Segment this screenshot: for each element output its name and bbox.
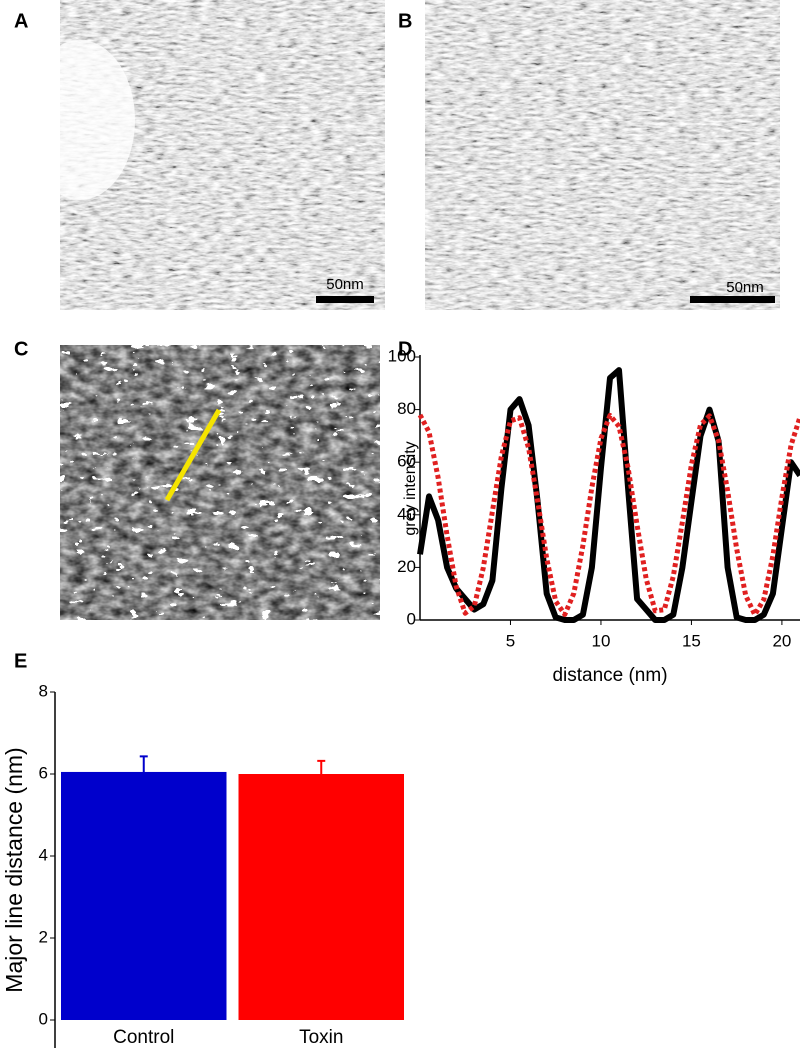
y-tick-label: 0 bbox=[39, 1009, 48, 1028]
y-tick-label: 8 bbox=[39, 681, 48, 700]
scale-bar bbox=[316, 296, 374, 303]
y-tick-label: 4 bbox=[39, 845, 48, 864]
panel-label: E bbox=[14, 650, 27, 672]
x-axis-label: distance (nm) bbox=[552, 665, 667, 686]
y-axis-label: Major line distance (nm) bbox=[1, 747, 27, 992]
panel-label: A bbox=[14, 10, 28, 32]
y-tick-label: 20 bbox=[397, 557, 416, 576]
x-tick-label: 20 bbox=[772, 631, 791, 650]
bar bbox=[61, 771, 227, 1020]
error-bar bbox=[139, 755, 148, 772]
y-axis-label: grey intensity bbox=[402, 441, 419, 535]
micrograph-void bbox=[25, 40, 135, 200]
y-tick-label: 2 bbox=[39, 927, 48, 946]
x-tick-label: Toxin bbox=[299, 1027, 343, 1048]
x-tick-label: Control bbox=[113, 1027, 174, 1048]
scale-bar-label: 50nm bbox=[326, 276, 364, 293]
y-tick-label: 60 bbox=[397, 452, 416, 471]
x-tick-label: 10 bbox=[591, 631, 610, 650]
thresholded-image bbox=[60, 345, 380, 620]
scale-bar-label: 50nm bbox=[726, 279, 764, 296]
error-bar bbox=[317, 759, 326, 774]
y-tick-label: 100 bbox=[388, 346, 416, 365]
series-line bbox=[417, 412, 800, 618]
y-tick-label: 40 bbox=[397, 504, 416, 523]
panel-label: C bbox=[14, 338, 28, 360]
y-tick-label: 6 bbox=[39, 763, 48, 782]
x-tick-label: 5 bbox=[506, 631, 515, 650]
bar bbox=[238, 774, 404, 1020]
panel-label: D bbox=[398, 338, 412, 360]
panel-label: B bbox=[398, 10, 412, 32]
y-tick-label: 0 bbox=[407, 609, 416, 628]
micrograph bbox=[425, 0, 780, 310]
scale-bar bbox=[690, 296, 775, 303]
x-tick-label: 15 bbox=[682, 631, 701, 650]
profile-line bbox=[164, 408, 222, 502]
y-tick-label: 80 bbox=[397, 399, 416, 418]
series-line bbox=[417, 367, 800, 623]
